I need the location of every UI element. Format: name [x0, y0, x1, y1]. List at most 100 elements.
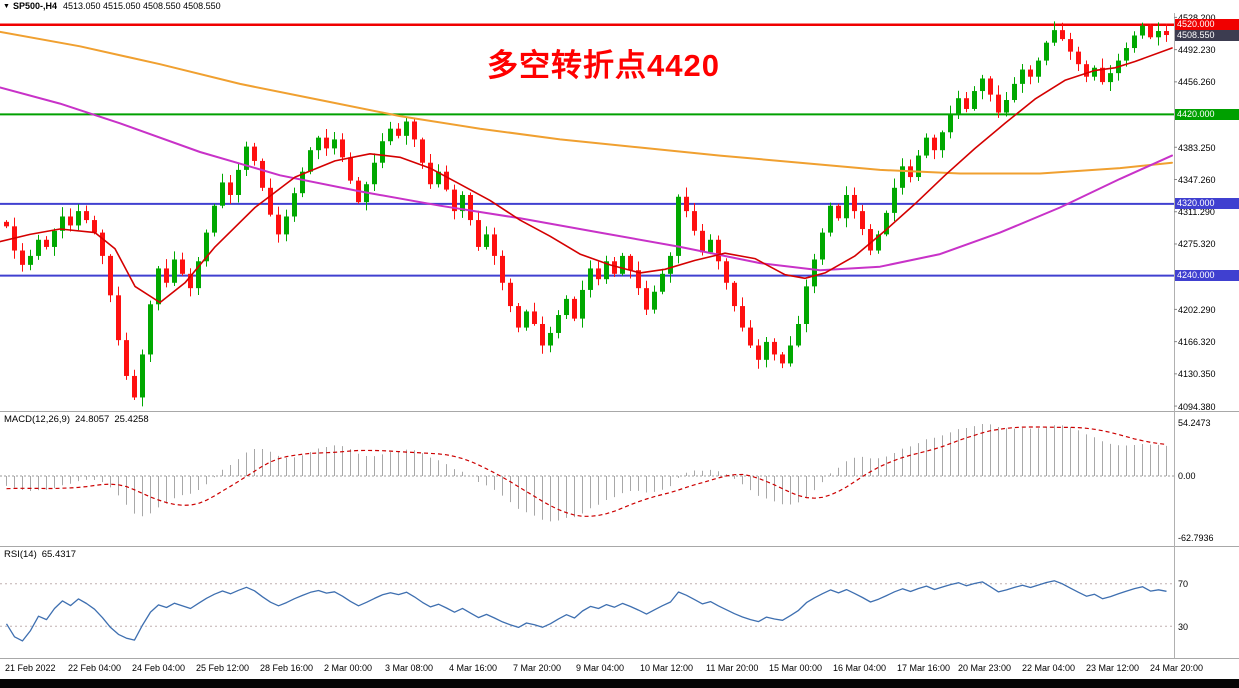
candle-body-down	[92, 220, 97, 233]
candle-body-up	[588, 268, 593, 290]
symbol-period-label: SP500-,H4	[12, 1, 57, 11]
candle-body-down	[4, 221, 9, 227]
candle-body-down	[188, 273, 193, 289]
candle-body-up	[460, 194, 465, 212]
candle-body-up	[788, 345, 793, 364]
candle-body-up	[796, 323, 801, 346]
candle-body-down	[1084, 64, 1089, 77]
candle-body-down	[68, 216, 73, 226]
candle-body-up	[76, 211, 81, 226]
candle-body-down	[84, 211, 89, 221]
macd-signal-value: 25.4258	[114, 414, 149, 425]
candle-body-down	[116, 295, 121, 341]
candle-body-up	[52, 230, 57, 247]
candle-body-up	[484, 234, 489, 247]
rsi-name: RSI(14)	[4, 549, 37, 560]
ohlc-values: 4513.050 4515.050 4508.550 4508.550	[62, 1, 221, 11]
candle-body-down	[532, 311, 537, 324]
candle-body-up	[236, 169, 241, 195]
candle-body-down	[516, 306, 521, 328]
candle-body-down	[164, 268, 169, 283]
candle-body-down	[700, 230, 705, 253]
candle-body-down	[988, 78, 993, 95]
candle-body-up	[620, 255, 625, 274]
candle-body-down	[108, 255, 113, 296]
candle-body-down	[44, 239, 49, 247]
candle-body-down	[1028, 69, 1033, 77]
candle-body-down	[692, 211, 697, 231]
candle-body-up	[36, 239, 41, 256]
rsi-indicator-label: RSI(14) 65.4317	[4, 549, 81, 560]
candle-body-down	[612, 261, 617, 274]
candle-body-up	[28, 255, 33, 265]
candle-body-up	[844, 194, 849, 219]
candle-body-up	[372, 162, 377, 185]
candle-body-down	[572, 298, 577, 319]
candle-body-down	[732, 282, 737, 307]
candle-body-up	[948, 114, 953, 133]
rsi-line	[5, 580, 1167, 642]
candle-body-down	[636, 270, 641, 289]
candle-body-up	[404, 121, 409, 136]
candle-body-up	[1044, 42, 1049, 61]
candle-body-down	[1164, 31, 1169, 36]
candle-body-up	[924, 137, 929, 156]
candle-body-up	[676, 196, 681, 256]
candle-body-down	[860, 211, 865, 230]
candle-body-up	[1004, 100, 1009, 113]
candle-body-down	[468, 194, 473, 221]
candle-body-up	[436, 171, 441, 185]
candle-body-down	[836, 205, 841, 219]
candle-body-down	[932, 137, 937, 151]
candle-body-down	[132, 375, 137, 398]
candle-body-down	[268, 187, 273, 215]
candle-body-up	[220, 182, 225, 206]
candle-body-down	[500, 255, 505, 283]
candle-body-up	[284, 216, 289, 235]
candle-body-down	[348, 157, 353, 181]
candle-body-up	[972, 91, 977, 109]
candle-body-up	[564, 298, 569, 316]
candle-body-up	[308, 150, 313, 172]
macd-signal-line	[6, 426, 1167, 517]
candle-body-down	[260, 160, 265, 188]
candle-body-up	[884, 212, 889, 235]
horizontal-scrollbar[interactable]	[0, 679, 1239, 688]
candle-body-down	[868, 229, 873, 251]
candle-body-up	[652, 291, 657, 310]
candle-body-down	[852, 194, 857, 212]
candle-body-down	[428, 162, 433, 185]
candle-body-up	[1052, 30, 1057, 43]
candle-body-up	[172, 259, 177, 283]
slow-ma-line	[0, 30, 1173, 175]
price-annotation: 多空转折点4420	[487, 48, 720, 83]
candle-body-up	[916, 155, 921, 178]
candle-body-down	[1068, 39, 1073, 52]
candle-body-down	[100, 232, 105, 256]
candle-body-up	[604, 261, 609, 280]
candle-body-up	[820, 232, 825, 260]
candle-body-down	[756, 345, 761, 360]
candle-body-up	[1132, 35, 1137, 49]
candle-body-down	[492, 234, 497, 256]
symbol-dropdown-icon[interactable]: ▼	[3, 3, 10, 10]
candle-body-down	[124, 340, 129, 376]
candle-body-up	[556, 315, 561, 333]
candle-body-down	[780, 354, 785, 364]
candle-body-down	[276, 214, 281, 235]
candle-body-down	[252, 146, 257, 161]
candle-body-up	[1092, 67, 1097, 77]
candle-body-up	[212, 205, 217, 233]
candle-body-down	[964, 98, 969, 109]
candle-body-up	[812, 259, 817, 287]
candle-body-down	[396, 128, 401, 136]
candle-body-up	[140, 354, 145, 398]
candle-body-down	[420, 139, 425, 163]
candle-body-down	[748, 327, 753, 346]
candle-body-down	[596, 268, 601, 280]
candle-body-up	[668, 255, 673, 274]
candle-body-up	[900, 166, 905, 188]
candle-body-down	[644, 288, 649, 310]
candle-body-up	[524, 311, 529, 328]
